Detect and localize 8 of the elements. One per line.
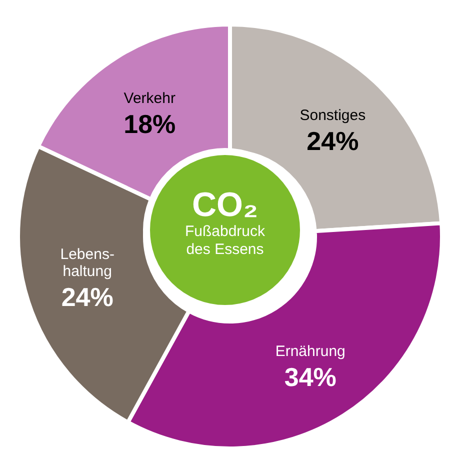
data-label: 24% [61,282,114,312]
data-label: 18% [124,108,176,139]
data-label: 24% [306,126,359,156]
slice-label: Sonstiges [300,107,366,124]
slice-label: Verkehr [124,90,176,107]
slice-label: Ernährung [275,343,346,360]
data-label: 34% [284,362,336,392]
slice-label: Lebens- haltung [60,246,114,280]
